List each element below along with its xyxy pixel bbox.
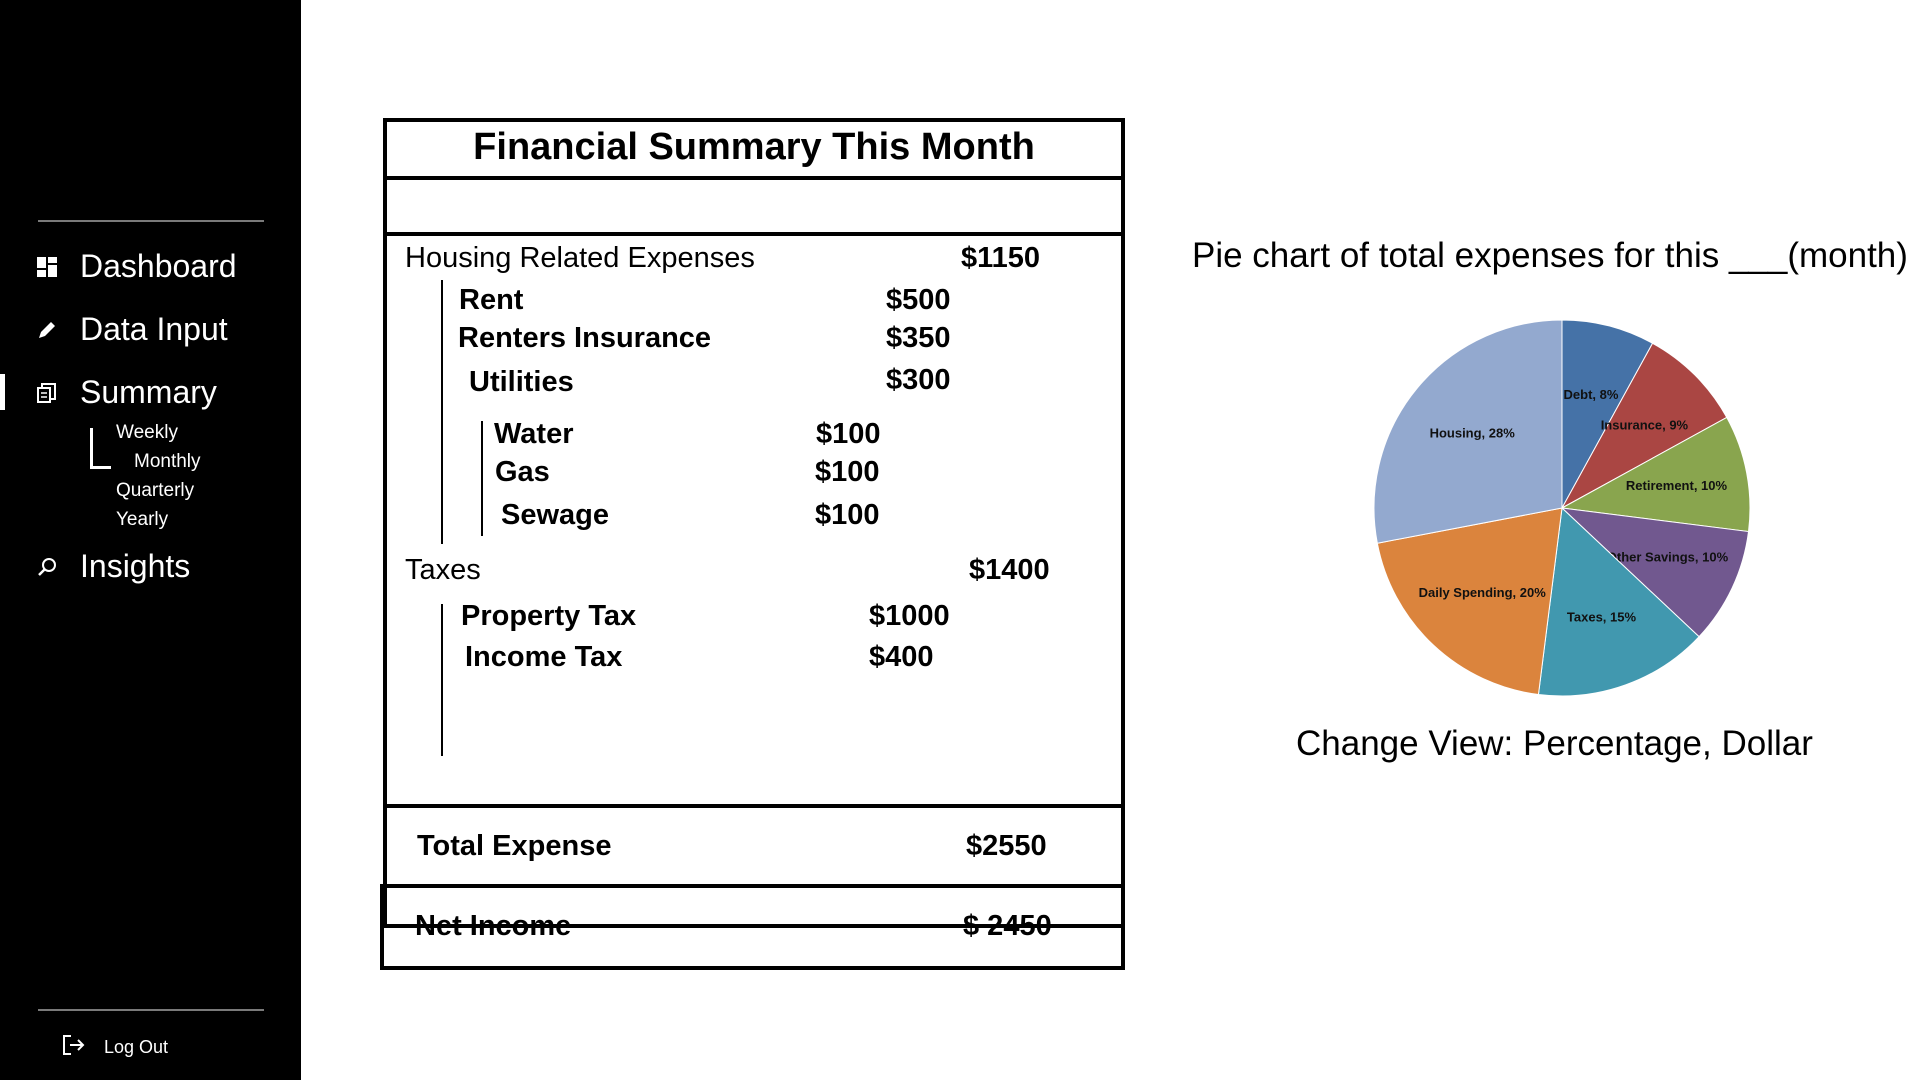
- pie-slice-label: Insurance, 9%: [1601, 418, 1689, 433]
- net-income-box: [380, 884, 1125, 970]
- property-tax-value: $1000: [869, 600, 950, 632]
- sidebar-item-label: Summary: [80, 374, 217, 410]
- total-expense-value: $2550: [966, 830, 1047, 862]
- logout-icon: [62, 1034, 86, 1061]
- sidebar-item-insights[interactable]: Insights: [36, 548, 190, 585]
- pencil-icon: [36, 319, 58, 341]
- active-indicator: [0, 374, 5, 410]
- insurance-label: Renters Insurance: [458, 322, 712, 354]
- pie-slice-label: Debt, 8%: [1564, 387, 1619, 402]
- financial-summary: Financial Summary This Month Housing Rel…: [380, 118, 1125, 970]
- search-icon: [36, 556, 58, 578]
- pie-slice: [1376, 507, 1563, 696]
- pie-slice: [1560, 342, 1728, 510]
- utilities-value: $300: [886, 364, 951, 396]
- gas-value: $100: [815, 456, 880, 488]
- sidebar-item-summary[interactable]: Summary: [36, 374, 217, 411]
- subnav-weekly[interactable]: Weekly: [116, 422, 178, 443]
- summary-title-box: Financial Summary This Month: [383, 118, 1125, 180]
- sewage-value: $100: [815, 499, 880, 531]
- net-income-value: $ 2450: [963, 910, 1052, 942]
- pie-slice-label: Daily Spending, 20%: [1419, 585, 1547, 600]
- taxes-total: $1400: [969, 554, 1050, 586]
- gas-label: Gas: [495, 456, 550, 488]
- document-icon: [36, 382, 58, 404]
- sidebar-item-label: Insights: [80, 548, 191, 584]
- sidebar-divider-bottom: [38, 1009, 264, 1011]
- taxes-guide-line: [441, 604, 443, 756]
- total-expense-label: Total Expense: [417, 830, 612, 862]
- pie-slice-label: Other Savings, 10%: [1607, 550, 1729, 565]
- summary-details-box: [383, 232, 1125, 928]
- summary-blank-row: [383, 176, 1125, 236]
- utilities-label: Utilities: [469, 366, 574, 398]
- sidebar: Dashboard Data Input Summary Weekly Mont…: [0, 0, 301, 1080]
- pie-slice-label: Taxes, 15%: [1567, 610, 1637, 625]
- subnav-quarterly[interactable]: Quarterly: [116, 480, 195, 501]
- rent-value: $500: [886, 284, 951, 316]
- summary-title: Financial Summary This Month: [473, 126, 1035, 168]
- taxes-label: Taxes: [405, 554, 481, 586]
- pie-slice-label: Retirement, 10%: [1626, 478, 1728, 493]
- subnav-yearly[interactable]: Yearly: [116, 509, 169, 530]
- sidebar-divider-top: [38, 220, 264, 222]
- sidebar-item-label: Data Input: [80, 311, 228, 347]
- water-value: $100: [816, 418, 881, 450]
- insurance-value: $350: [886, 322, 951, 354]
- housing-label: Housing Related Expenses: [405, 242, 755, 274]
- pie-chart: Debt, 8% Insurance, 9% Retirement, 10% Othe…: [1373, 319, 1751, 697]
- pie-slice: [1561, 319, 1654, 509]
- rent-label: Rent: [459, 284, 524, 316]
- subnav-monthly[interactable]: Monthly: [134, 451, 201, 472]
- logout-button[interactable]: Log Out: [62, 1034, 168, 1061]
- net-income-label: Net Income: [415, 910, 572, 942]
- chart-title: Pie chart of total expenses for this ___…: [1192, 236, 1908, 275]
- pie-slice-label: Housing, 28%: [1430, 426, 1516, 441]
- pie-slice: [1373, 319, 1563, 544]
- income-tax-value: $400: [869, 641, 934, 673]
- income-tax-label: Income Tax: [465, 641, 623, 673]
- property-tax-label: Property Tax: [461, 600, 637, 632]
- sidebar-item-data-input[interactable]: Data Input: [36, 311, 228, 348]
- housing-guide-line: [441, 280, 443, 544]
- pie-slice: [1537, 506, 1700, 697]
- change-view-toggle[interactable]: Change View: Percentage, Dollar: [1296, 724, 1813, 763]
- sidebar-item-dashboard[interactable]: Dashboard: [36, 248, 237, 285]
- utilities-guide-line: [481, 421, 483, 536]
- logout-label: Log Out: [104, 1037, 169, 1057]
- housing-total: $1150: [961, 242, 1041, 274]
- sidebar-item-label: Dashboard: [80, 248, 237, 284]
- subnav-bracket: [90, 428, 111, 469]
- dashboard-icon: [36, 256, 58, 278]
- pie-slice: [1560, 507, 1750, 638]
- pie-slice: [1560, 416, 1751, 533]
- sewage-label: Sewage: [501, 499, 609, 531]
- water-label: Water: [494, 418, 574, 450]
